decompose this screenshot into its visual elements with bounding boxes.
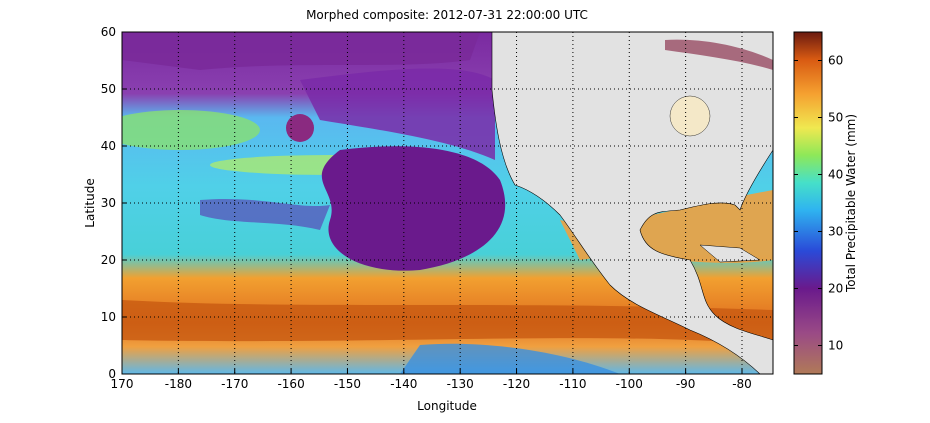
colorbar-label: Total Precipitable Water (mm) [844,114,858,293]
x-tick-label: -100 [616,377,643,391]
x-tick-label: -140 [390,377,417,391]
x-tick-label: -180 [165,377,192,391]
colorbar-tick-label: 50 [828,111,843,125]
y-tick-label: 60 [101,25,116,39]
colorbar-tick-label: 10 [828,339,843,353]
y-tick-label: 0 [108,367,116,381]
colorbar-tick-label: 40 [828,168,843,182]
colorbar-tick-label: 60 [828,54,843,68]
x-tick-label: -90 [676,377,696,391]
x-tick-label: -170 [221,377,248,391]
y-tick-label: 40 [101,139,116,153]
x-tick-label: 170 [111,377,134,391]
grid [122,32,773,374]
colorbar-tick-label: 20 [828,282,843,296]
colorbar-frame [793,31,823,375]
y-tick-label: 20 [101,253,116,267]
x-axis-label: Longitude [417,399,477,413]
x-tick-label: -130 [447,377,474,391]
y-tick-label: 10 [101,310,116,324]
x-tick-label: -120 [503,377,530,391]
x-tick-label: -150 [334,377,361,391]
chart-title: Morphed composite: 2012-07-31 22:00:00 U… [306,8,588,22]
x-tick-label: -80 [732,377,752,391]
map-image [122,32,773,374]
y-tick-label: 50 [101,82,116,96]
colorbar-tick-label: 30 [828,225,843,239]
y-axis-label: Latitude [83,178,97,227]
y-tick-label: 30 [101,196,116,210]
x-tick-label: -110 [559,377,586,391]
colorbar [794,32,822,374]
x-tick-label: -160 [277,377,304,391]
